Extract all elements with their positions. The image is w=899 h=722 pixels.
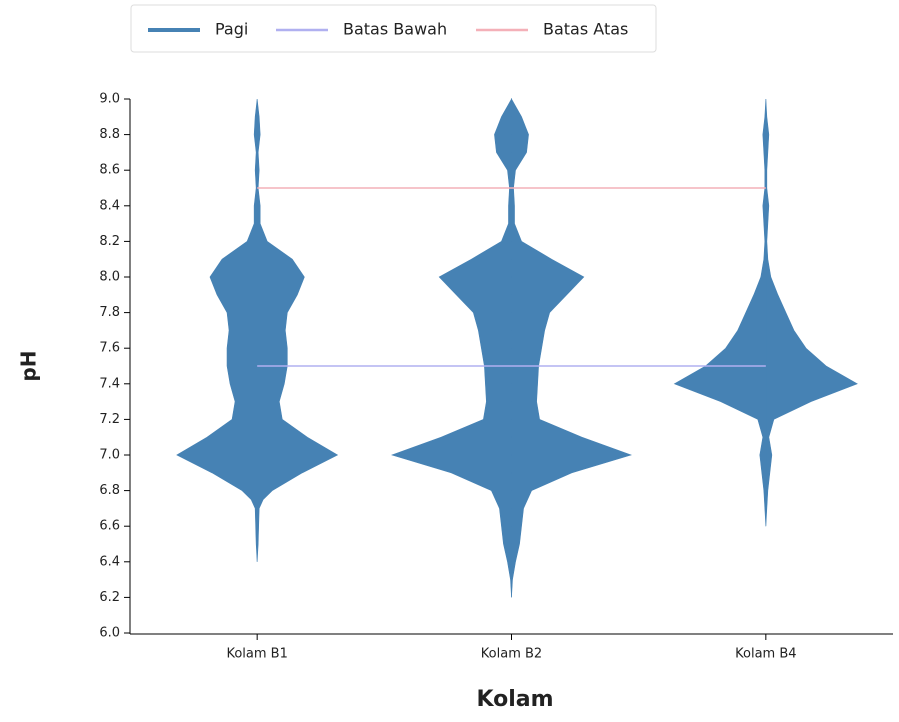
y-tick-label: 8.4 — [99, 198, 120, 213]
y-tick-label: 6.0 — [99, 626, 120, 641]
y-tick-label: 8.2 — [99, 234, 120, 249]
y-tick-label: 7.0 — [99, 448, 120, 463]
violin-half — [256, 98, 339, 562]
y-tick-label: 7.4 — [99, 376, 120, 391]
x-tick-label: Kolam B2 — [481, 647, 542, 662]
y-tick-label: 6.8 — [99, 483, 120, 498]
x-tick-label: Kolam B4 — [735, 647, 796, 662]
legend-label: Pagi — [215, 20, 248, 39]
violin-half — [765, 98, 858, 527]
y-tick-label: 9.0 — [99, 92, 120, 107]
x-tick-label: Kolam B1 — [226, 647, 287, 662]
violin-half — [673, 98, 767, 527]
violin-half — [391, 97, 512, 598]
violin-half — [511, 97, 632, 598]
legend-label: Batas Atas — [543, 20, 628, 39]
y-tick-label: 8.6 — [99, 163, 120, 178]
y-tick-label: 6.4 — [99, 554, 120, 569]
y-tick-label: 7.8 — [99, 305, 120, 320]
y-tick-label: 7.2 — [99, 412, 120, 427]
legend-label: Batas Bawah — [343, 20, 447, 39]
y-tick-label: 6.6 — [99, 519, 120, 534]
y-tick-label: 8.0 — [99, 270, 120, 285]
y-tick-label: 7.6 — [99, 341, 120, 356]
violin-half — [176, 98, 258, 562]
y-tick-label: 8.8 — [99, 127, 120, 142]
y-tick-label: 6.2 — [99, 590, 120, 605]
legend-box — [130, 4, 657, 53]
y-axis-label: pH — [17, 350, 41, 381]
x-axis-label: Kolam — [476, 687, 553, 712]
